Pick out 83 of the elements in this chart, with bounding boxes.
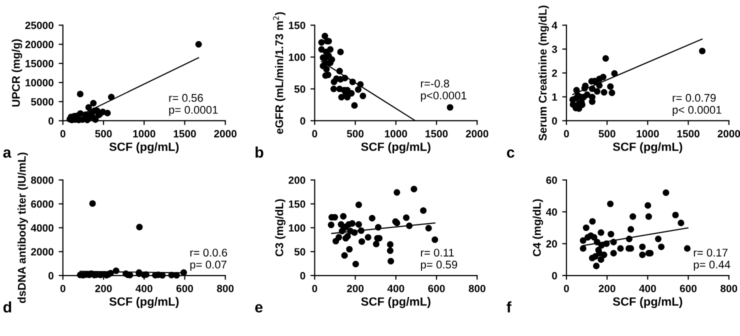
x-tick-label: 2000 bbox=[466, 130, 488, 138]
x-axis-title: SCF (pg/mL) bbox=[612, 142, 682, 154]
y-tick-label: 3 bbox=[552, 46, 558, 53]
x-tick-label: 400 bbox=[387, 284, 404, 292]
x-tick-label: 0 bbox=[312, 284, 318, 292]
y-tick-label: 150 bbox=[288, 22, 306, 30]
x-tick-label: 400 bbox=[136, 284, 152, 292]
y-tick-label: 0 bbox=[300, 117, 306, 125]
annotation: r= 0.0.6 p= 0.07 bbox=[190, 248, 228, 271]
x-tick-label: 2000 bbox=[214, 130, 236, 138]
x-axis-title: SCF (pg/mL) bbox=[109, 297, 179, 308]
y-tick-label: 0 bbox=[300, 272, 306, 280]
y-axis-title: C4 (mg/dL) bbox=[532, 199, 544, 256]
y-tick-label: 8000 bbox=[31, 176, 54, 184]
x-tick-label: 600 bbox=[428, 284, 445, 292]
x-axis-title: SCF (pg/mL) bbox=[109, 142, 179, 154]
x-tick-label: 0 bbox=[60, 284, 66, 292]
annotation: r= 0.56 p= 0.0001 bbox=[169, 94, 218, 116]
text: b bbox=[256, 146, 264, 158]
annotation: r= 0.11 p= 0.59 bbox=[420, 248, 458, 271]
x-tick-label: 500 bbox=[598, 130, 616, 138]
x-tick-label: 600 bbox=[680, 284, 697, 292]
y-tick-label: 40 bbox=[546, 208, 558, 216]
x-tick-label: 1500 bbox=[426, 130, 448, 138]
y-tick-label: 0 bbox=[48, 272, 54, 280]
x-tick-label: 1000 bbox=[636, 130, 659, 138]
x-tick-label: 1000 bbox=[133, 130, 156, 138]
y-tick-label: 5000 bbox=[31, 98, 54, 106]
y-axis-title: Serum Creatinine (mg/dL) bbox=[538, 6, 549, 141]
y-tick-label: 20000 bbox=[25, 40, 54, 48]
x-tick-label: 2000 bbox=[718, 130, 740, 138]
x-tick-label: 200 bbox=[346, 284, 364, 292]
text: a bbox=[3, 149, 12, 158]
y-tick-label: 150 bbox=[288, 200, 306, 208]
y-tick-label: 100 bbox=[288, 54, 306, 61]
annotation: r=-0.8 p<0.0001 bbox=[420, 80, 466, 102]
annotation: r= 0.0.79 p< 0.0001 bbox=[672, 94, 722, 116]
y-tick-label: 50 bbox=[294, 248, 306, 256]
y-tick-label: 60 bbox=[546, 176, 558, 184]
x-tick-label: 0 bbox=[564, 130, 569, 138]
x-tick-label: 0 bbox=[564, 284, 569, 292]
text: c bbox=[506, 149, 514, 158]
text: d bbox=[3, 301, 12, 313]
y-axis-title: UPCR (mg/g) bbox=[12, 39, 22, 107]
text: f bbox=[506, 301, 512, 312]
x-tick-label: 800 bbox=[468, 284, 486, 292]
y-tick-label: 0 bbox=[48, 117, 54, 125]
y-tick-label: 100 bbox=[288, 224, 306, 232]
x-axis-title: SCF (pg/mL) bbox=[361, 142, 430, 154]
x-tick-label: 200 bbox=[598, 284, 616, 292]
x-axis-title: SCF (pg/mL) bbox=[612, 297, 682, 308]
y-axis-title: dsDNA antibody titer (IU/mL) bbox=[18, 152, 28, 304]
x-tick-label: 0 bbox=[312, 130, 318, 138]
x-tick-label: 600 bbox=[176, 284, 193, 292]
y-tick-label: 1 bbox=[552, 93, 558, 101]
y-tick-label: 4000 bbox=[30, 224, 54, 232]
y-tick-label: 20 bbox=[546, 240, 558, 248]
x-tick-label: 500 bbox=[95, 130, 112, 138]
x-tick-label: 800 bbox=[216, 284, 234, 292]
x-tick-label: 1500 bbox=[677, 130, 700, 138]
y-tick-label: 4 bbox=[552, 22, 558, 29]
y-axis-title: eGFR (mL/min/1.73 m$^{2}$) bbox=[273, 12, 286, 134]
annotation: r= 0.17 p= 0.44 bbox=[694, 248, 730, 271]
x-tick-label: 500 bbox=[346, 130, 364, 138]
y-tick-label: 0 bbox=[552, 117, 558, 125]
x-tick-label: 400 bbox=[639, 284, 656, 292]
y-tick-label: 200 bbox=[288, 176, 306, 184]
text: e bbox=[255, 304, 263, 313]
y-tick-label: 50 bbox=[294, 85, 306, 93]
y-tick-label: 15000 bbox=[26, 60, 54, 68]
x-tick-label: 1000 bbox=[384, 130, 408, 138]
y-tick-label: 2000 bbox=[31, 248, 54, 256]
x-tick-label: 1500 bbox=[174, 130, 196, 138]
x-axis-title: SCF (pg/mL) bbox=[361, 297, 430, 308]
x-tick-label: 800 bbox=[720, 284, 738, 292]
y-axis-title: C3 (mg/dL) bbox=[275, 199, 286, 256]
x-tick-label: 200 bbox=[95, 284, 112, 292]
y-tick-label: 6000 bbox=[31, 200, 54, 208]
y-tick-label: 10000 bbox=[26, 79, 54, 86]
y-tick-label: 0 bbox=[552, 272, 558, 280]
y-tick-label: 25000 bbox=[25, 22, 54, 30]
x-tick-label: 0 bbox=[60, 130, 66, 138]
y-tick-label: 2 bbox=[552, 69, 558, 77]
